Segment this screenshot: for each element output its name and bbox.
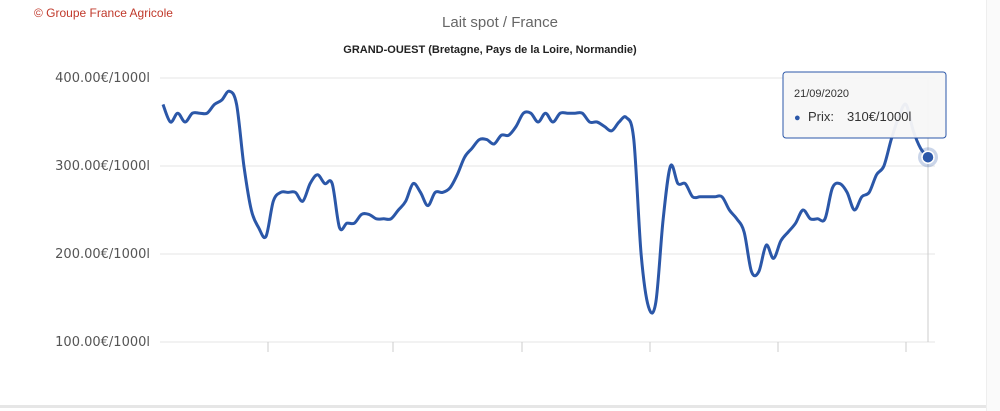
tooltip-box (782, 71, 947, 139)
series-line-prix (161, 89, 930, 315)
y-tick-label: 100.00€/1000l (55, 335, 150, 350)
x-axis-ticks (267, 342, 907, 352)
tooltip-value: 310€/1000l (847, 109, 911, 124)
chart-subtitle: GRAND-OUEST (Bretagne, Pays de la Loire,… (343, 44, 637, 56)
highlighted-point-marker[interactable] (918, 147, 938, 168)
y-axis-labels: 400.00€/1000l 300.00€/1000l 200.00€/1000l 1… (55, 71, 150, 350)
y-tick-label: 300.00€/1000l (55, 159, 150, 174)
tooltip-bullet-icon: ● (794, 112, 801, 124)
tooltip-series-label: Prix: (808, 109, 834, 124)
tooltip-date: 21/09/2020 (794, 88, 849, 100)
bottom-divider (0, 405, 1000, 408)
right-scrollbar[interactable] (986, 0, 1000, 411)
chart-title: Lait spot / France (442, 14, 558, 31)
y-tick-label: 200.00€/1000l (55, 247, 150, 262)
tooltip: 21/09/2020 ● Prix: 310€/1000l (782, 71, 947, 139)
copyright-credit: © Groupe France Agricole (34, 6, 173, 20)
y-tick-label: 400.00€/1000l (55, 71, 150, 86)
point-dot[interactable] (921, 150, 935, 164)
